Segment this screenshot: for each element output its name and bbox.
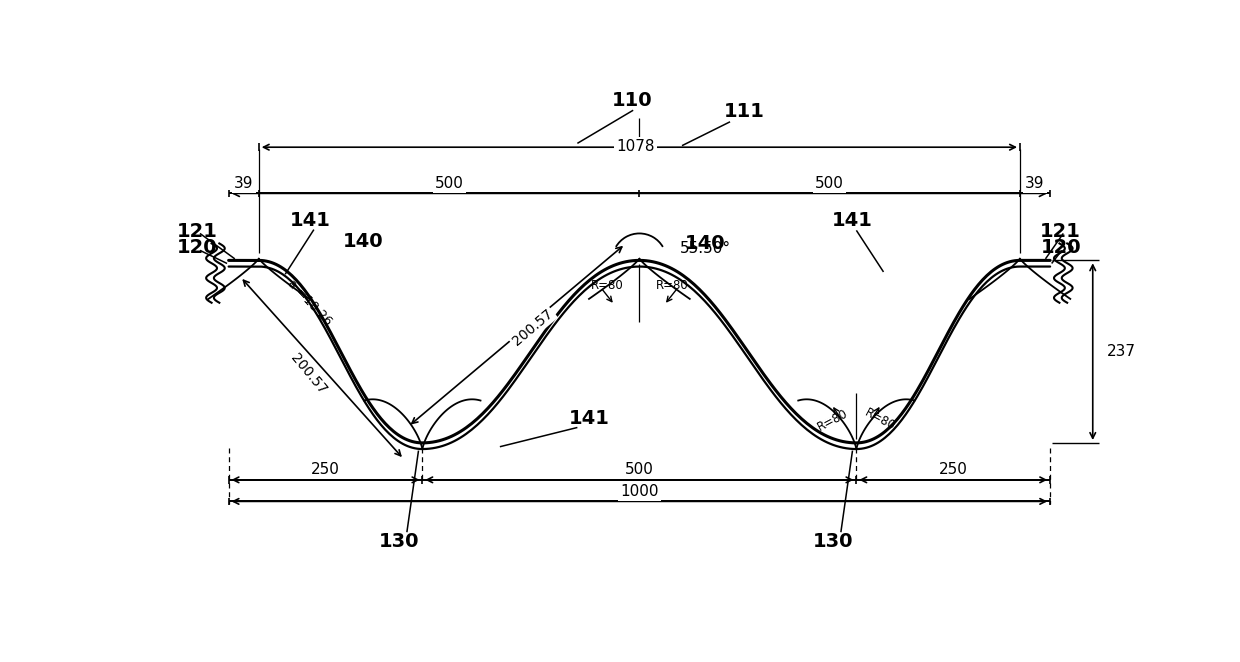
Text: 121: 121 bbox=[1040, 222, 1081, 240]
Text: 111: 111 bbox=[724, 103, 764, 121]
Text: 39: 39 bbox=[234, 176, 253, 191]
Text: R=80: R=80 bbox=[862, 406, 897, 433]
Text: 500: 500 bbox=[625, 462, 653, 477]
Text: 140: 140 bbox=[342, 232, 383, 251]
Text: 141: 141 bbox=[290, 211, 330, 230]
Text: 130: 130 bbox=[813, 532, 853, 551]
Text: 237: 237 bbox=[1107, 344, 1136, 359]
Text: R=80: R=80 bbox=[590, 279, 624, 291]
Text: 200.57: 200.57 bbox=[510, 307, 556, 348]
Text: R=80: R=80 bbox=[656, 279, 688, 291]
Text: 200.57: 200.57 bbox=[288, 351, 329, 397]
Text: 39: 39 bbox=[1025, 176, 1045, 191]
Text: 141: 141 bbox=[832, 211, 873, 230]
Text: 120: 120 bbox=[1040, 238, 1081, 257]
Text: 1078: 1078 bbox=[616, 139, 655, 154]
Text: 250: 250 bbox=[311, 462, 340, 477]
Text: 500: 500 bbox=[815, 176, 844, 191]
Text: 141: 141 bbox=[569, 408, 609, 428]
Text: 140: 140 bbox=[684, 234, 725, 253]
Text: R=80: R=80 bbox=[816, 406, 851, 433]
Text: a =18.26: a =18.26 bbox=[284, 277, 334, 328]
Text: 55.50°: 55.50° bbox=[680, 240, 730, 256]
Text: 250: 250 bbox=[939, 462, 967, 477]
Text: 500: 500 bbox=[435, 176, 464, 191]
Text: 121: 121 bbox=[176, 222, 217, 240]
Text: 130: 130 bbox=[379, 532, 419, 551]
Text: 1000: 1000 bbox=[620, 484, 658, 499]
Text: 110: 110 bbox=[611, 91, 652, 111]
Text: 120: 120 bbox=[176, 238, 217, 257]
